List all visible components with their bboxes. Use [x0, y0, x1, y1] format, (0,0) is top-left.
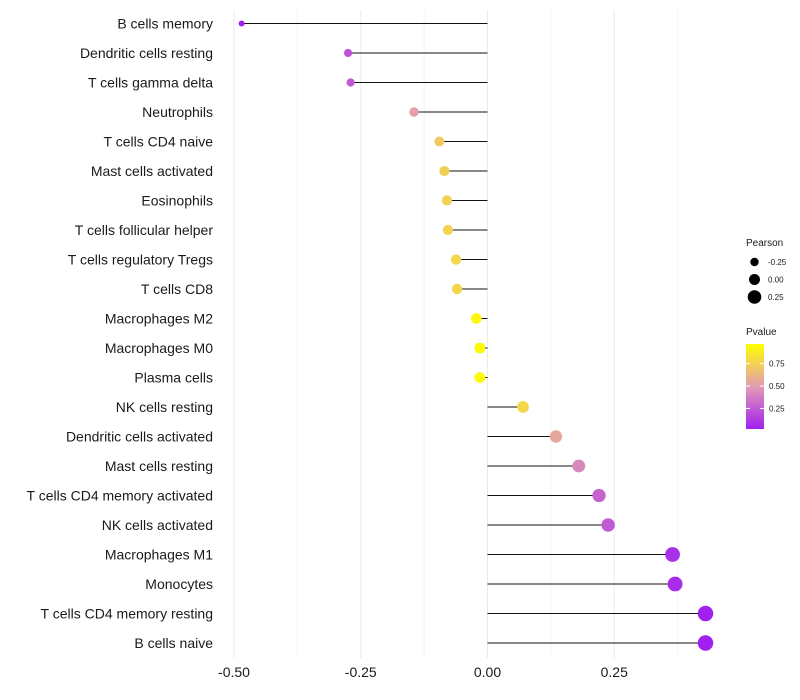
- category-label: T cells CD8: [141, 281, 213, 297]
- grid: [233, 10, 679, 658]
- lollipop-dot: [572, 459, 586, 473]
- category-label: NK cells activated: [102, 517, 213, 533]
- lollipop-dot: [344, 48, 353, 58]
- lollipop-dot: [474, 342, 486, 354]
- x-axis-ticks: -0.50 -0.25 0.00 0.25: [218, 664, 628, 680]
- category-label: Dendritic cells resting: [80, 45, 213, 61]
- lollipop-dot: [442, 224, 454, 236]
- lollipop-dot: [409, 107, 419, 117]
- category-label: Macrophages M1: [105, 547, 213, 563]
- lollipop-dot: [592, 488, 606, 503]
- category-label: Mast cells activated: [91, 163, 213, 179]
- category-label: T cells CD4 naive: [104, 134, 214, 150]
- lollipop-dot: [697, 605, 714, 622]
- lollipop-dot: [474, 372, 486, 383]
- category-label: Macrophages M0: [105, 340, 213, 356]
- lollipop-dot: [697, 635, 714, 651]
- x-tick-label: -0.50: [218, 664, 250, 680]
- legend: Pearson -0.25 0.00 0.25 Pvalue 0.75 0.50 0.25: [746, 238, 787, 429]
- category-label: T cells gamma delta: [88, 75, 213, 91]
- category-label: B cells memory: [117, 16, 213, 32]
- lollipop-dot: [667, 576, 683, 592]
- color-legend-title: Pvalue: [746, 327, 777, 338]
- category-label: B cells naive: [134, 635, 213, 651]
- size-legend-key: [750, 257, 759, 267]
- lollipop-dots: [238, 20, 714, 651]
- category-label: T cells follicular helper: [75, 222, 214, 238]
- lollipop-dot: [665, 547, 680, 562]
- size-legend-label: 0.00: [768, 276, 784, 285]
- category-label: T cells CD4 memory activated: [27, 488, 213, 504]
- category-label: T cells regulatory Tregs: [68, 252, 213, 268]
- lollipop-stems: [241, 23, 706, 644]
- x-tick-label: 0.00: [474, 664, 501, 680]
- category-label: Eosinophils: [141, 193, 213, 209]
- category-label: Neutrophils: [142, 104, 213, 120]
- size-legend-key: [749, 274, 760, 285]
- lollipop-dot: [451, 283, 463, 295]
- category-label: Plasma cells: [134, 370, 213, 386]
- colorbar-label: 0.50: [769, 382, 785, 391]
- size-legend-label: 0.25: [768, 293, 784, 302]
- category-label: T cells CD4 memory resting: [41, 606, 213, 622]
- category-labels: B cells memory Dendritic cells resting T c…: [27, 16, 214, 652]
- category-label: Monocytes: [145, 576, 213, 592]
- lollipop-dot: [601, 518, 615, 532]
- size-legend-key: [747, 290, 762, 304]
- x-tick-label: 0.25: [601, 664, 628, 680]
- lollipop-dot: [439, 165, 450, 177]
- category-label: Macrophages M2: [105, 311, 213, 327]
- category-label: NK cells resting: [116, 399, 213, 415]
- lollipop-dot: [346, 78, 355, 87]
- category-label: Mast cells resting: [105, 458, 213, 474]
- lollipop-dot: [441, 195, 453, 206]
- lollipop-dot: [450, 254, 462, 265]
- x-tick-label: -0.25: [345, 664, 377, 680]
- colorbar-label: 0.75: [769, 360, 785, 369]
- lollipop-dot: [517, 401, 529, 413]
- lollipop-dot: [549, 430, 563, 443]
- pvalue-colorbar: [746, 344, 764, 429]
- lollipop-dot: [434, 136, 445, 147]
- lollipop-dot: [470, 313, 482, 324]
- lollipop-dot: [238, 20, 245, 27]
- size-legend-title: Pearson: [746, 238, 783, 249]
- size-legend-label: -0.25: [768, 258, 787, 267]
- colorbar-label: 0.25: [769, 404, 785, 413]
- category-label: Dendritic cells activated: [66, 429, 213, 445]
